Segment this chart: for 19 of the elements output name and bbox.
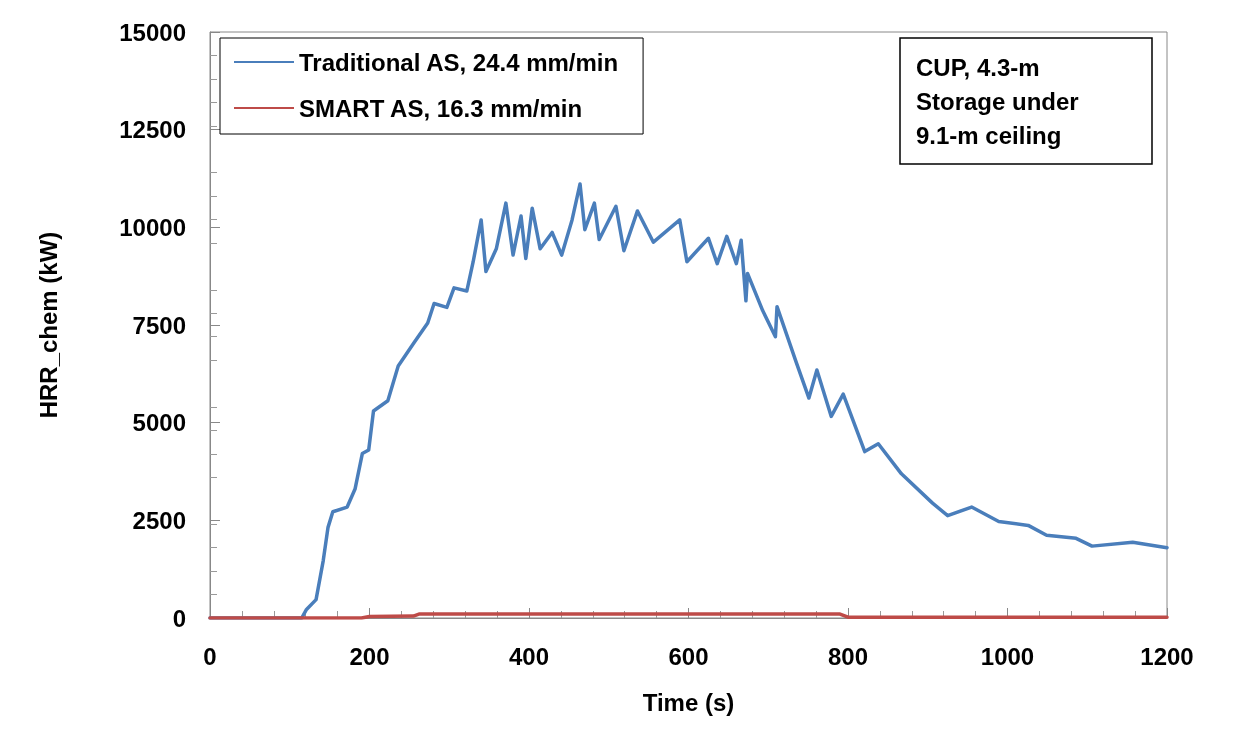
y-tick-label: 12500 <box>119 116 186 144</box>
y-tick-label: 15000 <box>119 18 186 46</box>
x-tick-label: 600 <box>668 642 709 670</box>
y-tick-label: 7500 <box>132 311 186 339</box>
y-tick-label: 0 <box>172 604 186 632</box>
y-tick-label: 5000 <box>132 409 186 437</box>
legend-label: Traditional AS, 24.4 mm/min <box>299 48 619 76</box>
x-tick-label: 1200 <box>1140 642 1194 670</box>
annotation: CUP, 4.3-m Storage under 9.1-m ceiling <box>916 53 1086 149</box>
x-tick-label: 800 <box>827 642 869 670</box>
x-tick-label: 400 <box>508 642 550 670</box>
y-axis-title: HRR_chem (kW) <box>34 231 62 419</box>
x-axis-title: Time (s) <box>642 688 735 716</box>
y-tick-label: 2500 <box>132 506 186 534</box>
x-tick-label: 200 <box>349 642 390 670</box>
legend-label: SMART AS, 16.3 mm/min <box>299 94 583 122</box>
x-tick-label: 0 <box>203 642 217 670</box>
x-tick-label: 1000 <box>980 642 1035 670</box>
y-tick-label: 10000 <box>119 213 186 241</box>
